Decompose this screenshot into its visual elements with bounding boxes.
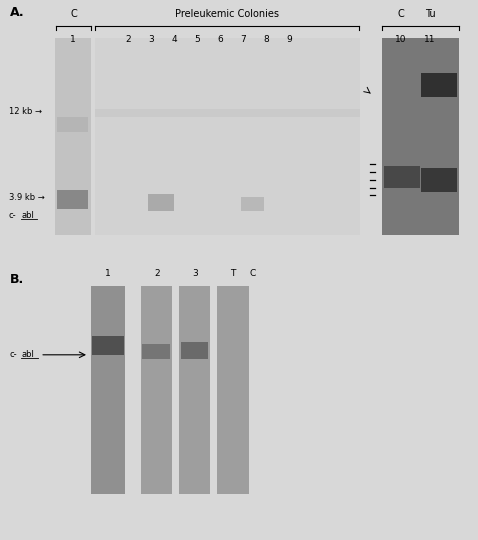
Text: 8: 8: [263, 35, 269, 44]
Text: c-: c-: [10, 350, 17, 359]
Bar: [92, 336, 124, 355]
Text: 6: 6: [217, 35, 223, 44]
Text: 3.9 kb →: 3.9 kb →: [9, 193, 44, 202]
Bar: [217, 286, 249, 494]
Text: 3: 3: [192, 269, 198, 278]
Text: 9: 9: [287, 35, 293, 44]
Text: 2: 2: [125, 35, 131, 44]
Bar: [181, 342, 208, 359]
Bar: [141, 286, 172, 494]
Text: Preleukemic Colonies: Preleukemic Colonies: [175, 9, 279, 19]
Text: 3: 3: [148, 35, 154, 44]
Bar: [421, 73, 456, 97]
Bar: [148, 193, 174, 211]
Text: C: C: [70, 9, 77, 19]
Text: 4: 4: [171, 35, 177, 44]
Text: Tu: Tu: [425, 9, 435, 19]
Bar: [91, 286, 125, 494]
Bar: [142, 345, 170, 359]
Text: c-: c-: [9, 211, 16, 220]
Text: 1: 1: [105, 269, 111, 278]
Text: abl: abl: [22, 350, 35, 359]
Text: 10: 10: [395, 35, 406, 44]
Text: 1: 1: [70, 35, 76, 44]
Bar: [95, 38, 360, 235]
Text: 2: 2: [154, 269, 160, 278]
Text: 11: 11: [424, 35, 436, 44]
Text: A.: A.: [10, 6, 24, 19]
Bar: [57, 190, 88, 210]
Bar: [240, 198, 264, 211]
Bar: [95, 109, 360, 117]
Text: 7: 7: [240, 35, 246, 44]
Bar: [55, 38, 91, 235]
Text: abl: abl: [22, 211, 35, 220]
Bar: [384, 166, 420, 187]
Text: C: C: [397, 9, 404, 19]
Text: 5: 5: [194, 35, 200, 44]
Bar: [382, 38, 459, 235]
Text: 12 kb →: 12 kb →: [9, 107, 42, 116]
Bar: [421, 168, 456, 192]
Bar: [179, 286, 210, 494]
Text: C: C: [249, 269, 256, 278]
Text: B.: B.: [10, 273, 24, 286]
Text: T: T: [230, 269, 236, 278]
Bar: [57, 117, 88, 132]
